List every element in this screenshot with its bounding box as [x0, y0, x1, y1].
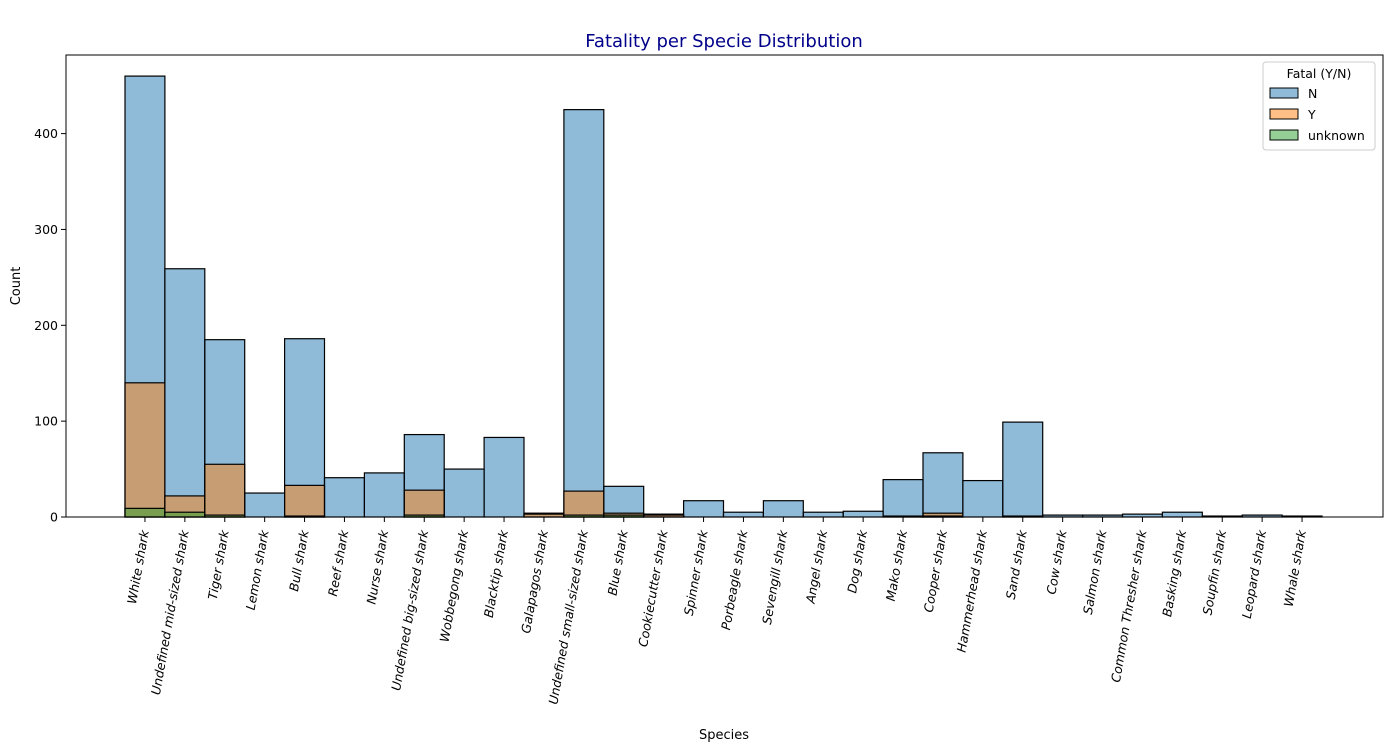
x-tick-label: Cookiecutter shark — [635, 528, 670, 648]
bar-n-22 — [1002, 421, 1044, 518]
x-tick-label: Hammerhead shark — [954, 528, 990, 653]
x-tick-label: Reef shark — [325, 528, 352, 597]
x-tick-label: Bull shark — [286, 528, 312, 592]
bar-n-19 — [882, 479, 924, 518]
x-tick-label: Soupfin shark — [1200, 528, 1230, 616]
x-tick-label: Common Thresher shark — [1108, 528, 1150, 683]
bar-n-26 — [1161, 511, 1203, 518]
x-tick-label: Cow shark — [1043, 528, 1069, 595]
x-tick-label: Porbeagle shark — [718, 528, 750, 631]
bar-unknown-1 — [164, 511, 206, 518]
bar-y-0 — [124, 382, 166, 518]
x-tick-label: Galapagos shark — [518, 528, 551, 634]
x-tick-label: Blue shark — [605, 528, 631, 596]
chart-title: Fatality per Specie Distribution — [585, 31, 863, 52]
bar-n-8 — [443, 468, 485, 518]
x-tick-label: Salmon shark — [1080, 528, 1110, 615]
y-tick-label: 300 — [34, 222, 58, 237]
bar-n-1 — [164, 268, 206, 518]
x-tick-label: Undefined big-sized shark — [388, 528, 431, 692]
x-tick-label: Sevengill shark — [759, 528, 790, 625]
x-tick-label: Basking shark — [1159, 528, 1189, 618]
bar-n-17 — [802, 511, 844, 518]
legend-box — [1262, 61, 1376, 151]
legend-swatch-unknown — [1269, 129, 1299, 141]
legend-swatch-y — [1269, 108, 1299, 120]
bars-group — [124, 75, 1323, 518]
bar-n-5 — [323, 477, 366, 518]
x-tick-label: Wobbegong shark — [437, 528, 472, 643]
x-tick-label: Mako shark — [883, 528, 910, 602]
legend-label-n: N — [1308, 86, 1317, 101]
x-tick-label: Cooper shark — [921, 528, 950, 613]
x-tick-label: Blacktip shark — [481, 528, 511, 619]
x-tick-label: Undefined mid-sized shark — [148, 528, 192, 696]
bar-n-3 — [244, 492, 286, 518]
y-tick-label: 100 — [34, 414, 58, 429]
legend-label-y: Y — [1307, 107, 1316, 122]
bar-n-16 — [762, 500, 804, 518]
x-tick-label: Spinner shark — [681, 528, 711, 617]
bar-y-4 — [284, 484, 326, 518]
bar-n-18 — [842, 510, 884, 518]
bar-y-11 — [563, 490, 605, 518]
x-tick-label: Whale shark — [1281, 528, 1309, 608]
bar-n-21 — [962, 479, 1004, 518]
x-tick-label: White shark — [124, 528, 152, 605]
x-tick-label: Tiger shark — [205, 528, 232, 601]
x-tick-label: Leopard shark — [1239, 528, 1269, 619]
legend-title: Fatal (Y/N) — [1287, 66, 1352, 81]
y-tick-label: 0 — [50, 510, 58, 525]
y-tick-label: 400 — [34, 126, 58, 141]
bar-y-2 — [204, 463, 246, 518]
x-tick-label: Lemon shark — [243, 528, 272, 611]
x-axis-label: Species — [699, 728, 749, 743]
x-tick-label: Sand shark — [1003, 528, 1030, 600]
x-tick-label: Angel shark — [802, 528, 830, 605]
bar-y-7 — [403, 489, 445, 518]
bar-n-15 — [722, 511, 765, 518]
x-tick-label: Undefined small-sized shark — [545, 528, 591, 705]
bar-unknown-0 — [124, 507, 166, 518]
x-tick-label: Nurse shark — [363, 528, 391, 605]
bar-n-12 — [603, 485, 645, 518]
legend-swatch-n — [1269, 87, 1299, 99]
bar-n-6 — [363, 472, 405, 518]
y-axis-ticks: 0 100 200 300 400 — [34, 126, 66, 525]
bar-n-20 — [922, 452, 964, 518]
bar-n-9 — [483, 436, 525, 518]
plot-frame — [65, 54, 1384, 518]
y-axis-label: Count — [9, 267, 24, 306]
bar-n-11 — [563, 109, 605, 518]
legend-label-unknown: unknown — [1308, 128, 1365, 143]
y-tick-label: 200 — [34, 318, 58, 333]
bar-n-14 — [682, 500, 725, 518]
x-tick-label: Dog shark — [844, 528, 870, 594]
